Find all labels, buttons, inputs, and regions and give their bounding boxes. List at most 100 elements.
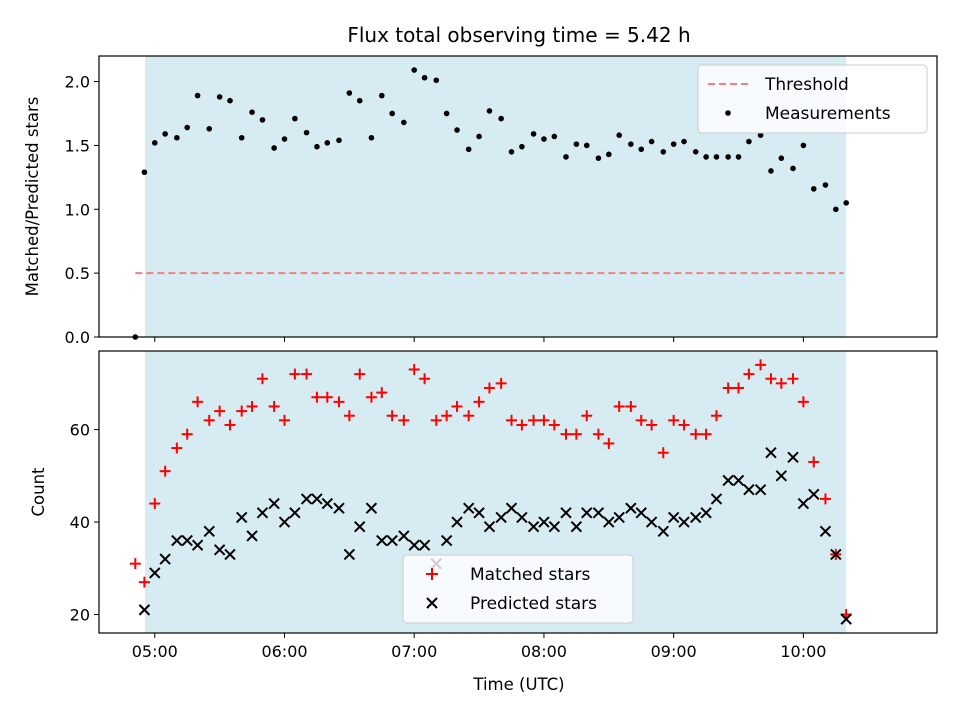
bottom-y-axis-label: Count: [29, 467, 48, 517]
measurement-point: [324, 140, 331, 146]
measurement-point: [486, 108, 493, 114]
matched-star-point: [819, 493, 831, 505]
predicted-star-point: [625, 502, 637, 514]
measurement-point: [670, 141, 677, 147]
measurement-point: [259, 117, 266, 123]
measurement-point: [725, 154, 731, 160]
matched-star-point: [797, 396, 809, 408]
matched-star-point: [473, 396, 485, 408]
measurement-point: [249, 109, 255, 115]
matched-star-point: [203, 414, 215, 426]
matched-star-point: [236, 405, 248, 417]
x-tick-label: 09:00: [651, 642, 697, 661]
predicted-star-point: [386, 534, 398, 547]
bottom-y-tick-label: 20: [70, 606, 90, 625]
predicted-star-point: [690, 511, 702, 524]
matched-star-point: [441, 410, 453, 422]
measurement-point: [606, 151, 612, 158]
predicted-star-point: [743, 483, 755, 496]
measurement-point: [660, 148, 667, 155]
measurement-point: [141, 169, 148, 176]
predicted-star-point: [159, 553, 171, 565]
bottom-axes-frame: [98, 350, 938, 634]
predicted-star-point: [505, 502, 518, 514]
measurement-point: [368, 134, 375, 141]
measurement-point: [174, 134, 180, 141]
predicted-star-point: [754, 483, 767, 496]
predicted-star-point: [268, 497, 280, 510]
measurement-point: [378, 92, 385, 99]
predicted-star-point: [191, 539, 204, 551]
matched-star-point: [787, 373, 799, 385]
matched-star-point: [635, 414, 647, 426]
measurement-point: [616, 132, 622, 138]
predicted-star-point: [819, 525, 832, 538]
predicted-star-point: [224, 548, 236, 561]
measurement-point: [703, 154, 709, 160]
predicted-star-point: [775, 470, 788, 482]
matched-star-point: [419, 373, 431, 385]
measurement-point: [648, 138, 655, 145]
top-y-tick-label: 1.5: [65, 136, 90, 155]
measurement-point: [356, 97, 363, 104]
top-panel: 0.00.51.01.52.0 Matched/Predicted stars …: [23, 55, 938, 347]
predicted-star-point: [710, 493, 723, 505]
legend-measurements-label: Measurements: [765, 104, 891, 124]
matched-star-point: [483, 382, 495, 394]
matched-star-point: [548, 419, 560, 431]
measurement-point: [194, 92, 201, 99]
predicted-star-point: [333, 502, 345, 514]
top-axes-frame: [98, 55, 938, 338]
measurement-point: [530, 131, 537, 137]
bottom-x-axis: 05:00 06:00 07:00 08:00 09:00 10:00: [132, 633, 826, 661]
matched-star-point: [311, 391, 323, 403]
measurement-point: [401, 119, 407, 126]
top-y-axis-label: Matched/Predicted stars: [23, 97, 42, 297]
predicted-star-point: [462, 502, 475, 514]
measurement-point: [281, 136, 288, 142]
predicted-star-point: [765, 446, 777, 459]
matched-star-point: [246, 400, 258, 412]
x-tick-label: 10:00: [780, 642, 826, 661]
matched-star-point: [755, 359, 767, 371]
predicted-star-point: [732, 474, 745, 487]
measurement-point: [563, 154, 569, 160]
matched-star-point: [765, 373, 777, 385]
predicted-star-point: [321, 497, 334, 510]
matched-star-point: [365, 391, 377, 403]
predicted-star-point: [365, 502, 378, 514]
matched-star-point: [321, 391, 333, 403]
top-x-ticks: [154, 337, 804, 342]
predicted-star-point: [635, 507, 647, 519]
predicted-star-point: [376, 534, 388, 547]
predicted-star-point: [278, 516, 291, 528]
predicted-star-point: [171, 534, 183, 547]
matched-star-point: [333, 396, 345, 408]
matched-star-point: [613, 400, 625, 412]
top-y-tick-label: 2.0: [65, 73, 90, 92]
measurement-point: [790, 165, 796, 172]
x-tick-label: 07:00: [391, 642, 437, 661]
measurement-point: [551, 133, 558, 140]
matched-star-point: [743, 368, 755, 380]
legend-matched-label: Matched stars: [470, 565, 590, 585]
measurement-point: [336, 137, 342, 144]
predicted-star-point: [548, 520, 561, 533]
matched-star-point: [506, 414, 518, 426]
bottom-legend: Matched stars Predicted stars: [402, 554, 634, 624]
x-tick-label: 08:00: [521, 642, 567, 661]
measurement-point: [433, 77, 440, 84]
measurement-point: [713, 154, 720, 160]
predicted-star-point: [473, 507, 485, 519]
measurement-point: [314, 143, 320, 150]
matched-star-point: [625, 400, 637, 412]
measurement-point: [292, 115, 298, 122]
top-legend-box: [697, 64, 928, 134]
measurement-point: [476, 133, 482, 140]
predicted-star-point: [451, 516, 463, 528]
measurement-point: [757, 132, 764, 138]
matched-star-point: [528, 414, 540, 426]
predicted-star-point: [354, 520, 366, 533]
measurement-point: [184, 124, 191, 131]
predicted-star-point: [138, 604, 151, 616]
